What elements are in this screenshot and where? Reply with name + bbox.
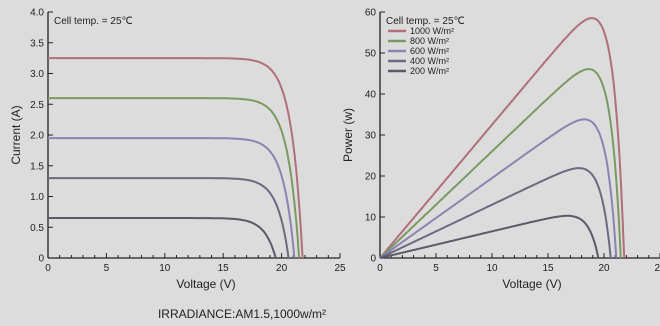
- pv-series-3-line: [379, 167, 612, 259]
- iv-x-tick-label: 20: [276, 263, 288, 274]
- iv-series-0-line: [48, 57, 304, 259]
- iv-series-3-line: [48, 177, 290, 259]
- pv-temperature-note: Cell temp. = 25℃: [386, 16, 465, 27]
- pv-legend-entry: 800 W/m²: [410, 36, 449, 46]
- iv-y-axis-label: Current (A): [9, 105, 23, 164]
- iv-y-tick-label: 0.5: [30, 223, 44, 234]
- iv-series-4-line: [48, 217, 277, 259]
- iv-y-tick-label: 1.0: [30, 192, 44, 203]
- iv-chart: 0 5 10 15 20 25 0 0.5 1.0 1.5 2.0 2.5 3.0 3.5 4.0 Volta…: [9, 8, 346, 292]
- iv-x-axis-label: Voltage (V): [176, 277, 235, 291]
- iv-y-tick-label: 3.0: [30, 69, 44, 80]
- iv-y-tick-label: 2.0: [30, 131, 44, 142]
- pv-x-tick-label: 10: [486, 263, 498, 274]
- iv-y-tick-label: 2.5: [30, 100, 44, 111]
- iv-series-2-line: [48, 137, 296, 259]
- pv-series-2-line: [379, 118, 618, 259]
- pv-y-tick-label: 50: [365, 49, 377, 60]
- pv-legend-entry: 1000 W/m²: [410, 26, 454, 36]
- pv-x-tick-label: 25: [654, 263, 660, 274]
- pv-legend-entry: 400 W/m²: [410, 56, 449, 66]
- iv-x-tick-label: 5: [104, 263, 110, 274]
- pv-y-tick-label: 0: [370, 254, 376, 265]
- iv-series-1-line: [48, 97, 301, 259]
- pv-y-tick-label: 40: [365, 90, 377, 101]
- pv-chart: 0 5 10 15 20 25 0 10 20 30 40 50 60 Voltage (V) Power …: [341, 8, 660, 291]
- pv-y-axis-label: Power (w): [341, 108, 355, 162]
- iv-y-tick-label: 0: [38, 254, 44, 265]
- irradiance-caption: IRRADIANCE:AM1.5,1000w/m²: [158, 307, 326, 321]
- iv-y-tick-label: 4.0: [30, 8, 44, 19]
- pv-y-tick-label: 30: [365, 131, 377, 142]
- iv-x-tick-label: 10: [159, 263, 171, 274]
- iv-temperature-note: Cell temp. = 25℃: [54, 16, 133, 27]
- pv-x-tick-label: 5: [433, 263, 439, 274]
- iv-y-tick-label: 1.5: [30, 161, 44, 172]
- pv-x-tick-label: 0: [377, 263, 383, 274]
- pv-y-tick-label: 10: [365, 213, 377, 224]
- pv-x-axis-label: Voltage (V): [502, 277, 561, 291]
- pv-y-tick-label: 20: [365, 172, 377, 183]
- iv-x-tick-label: 25: [334, 263, 346, 274]
- pv-x-tick-label: 20: [598, 263, 610, 274]
- pv-legend-entry: 200 W/m²: [410, 66, 449, 76]
- pv-legend-entry: 600 W/m²: [410, 46, 449, 56]
- pv-series-0-line: [379, 17, 626, 259]
- pv-y-tick-label: 60: [365, 8, 377, 19]
- iv-y-tick-label: 3.5: [30, 38, 44, 49]
- pv-x-tick-label: 15: [542, 263, 554, 274]
- iv-x-tick-label: 0: [45, 263, 51, 274]
- pv-series-1-line: [379, 68, 622, 259]
- iv-x-tick-label: 15: [218, 263, 230, 274]
- pv-series-4-line: [379, 214, 600, 259]
